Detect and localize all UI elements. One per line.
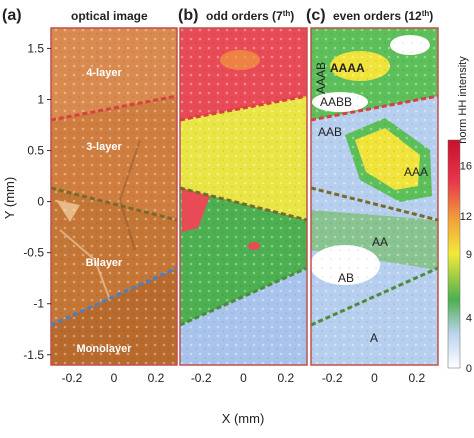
x-tick-label: 0 [111,371,118,385]
panel-b-letter: (b) [178,7,198,24]
panel-c-frame [310,27,439,366]
x-tick-label: 0 [240,371,247,385]
colorbar-tick-label: 0 [466,363,472,375]
layer-label-2: Bilayer [86,257,123,269]
stack-label-aaab: AAAB [314,62,328,94]
odd-yellow-patch [220,50,260,70]
colorbar-tick-label: 9 [466,249,472,261]
panel-a-title: optical image [71,9,148,23]
stack-label-aab: AAB [318,125,342,139]
stack-label-aabb: AABB [320,95,352,109]
x-tick-label: -0.2 [191,371,212,385]
boundary-4-3-b [179,94,308,122]
odd-hotspot-2 [248,242,260,250]
panel-b-title-sup: th [283,9,291,18]
colorbar-label: norm HH intensity [457,56,469,144]
panel-b [180,28,307,365]
y-tick-label: 0 [37,195,44,209]
colorbar-ticks: 16 12 9 4 0 [460,160,472,375]
panel-c-title: even orders (12th) [333,9,433,24]
panel-c-title-sup: th [422,9,430,18]
x-tick-label: 0.2 [408,371,425,385]
stack-label-ab: AB [338,271,354,285]
panel-b-title: odd orders (7th) [206,9,294,24]
boundary-3-2-b [179,186,308,222]
boundaries [50,94,439,327]
panel-b-frame [179,27,308,366]
stack-label-a: A [370,331,378,345]
layer-label-1: Monolayer [76,343,132,355]
panel-a-letter: (a) [2,7,22,24]
y-ticks: 1.5 1 0.5 0 -0.5 -1 -1.5 [23,41,51,362]
colorbar-tick-label: 16 [460,160,472,172]
panel-c [311,28,438,365]
crack-2 [118,139,141,251]
flake-bright [56,200,80,222]
even-texture [311,28,438,365]
panel-a [51,28,177,365]
stack-label-aaaa: AAAA [330,61,365,75]
y-tick-label: 1.5 [27,41,44,55]
y-tick-label: -0.5 [23,246,44,260]
panel-c-letter: (c) [306,7,326,24]
x-tick-label: 0 [371,371,378,385]
boundary-4-3-c [310,94,439,122]
boundary-2-1-a [50,266,178,327]
boundary-3-2-c [310,186,439,222]
x-tick-label: 0.2 [148,371,165,385]
stack-label-aaa: AAA [404,165,428,179]
colorbar [447,139,461,369]
colorbar-tick-label: 12 [460,211,472,223]
x-tick-label: 0.2 [277,371,294,385]
x-axis-label: X (mm) [222,411,265,426]
stacking-labels: AAAB AAAA AABB AAB AAA AA AB A [314,61,428,345]
panel-b-title-main: odd orders (7 [206,9,283,23]
boundary-2-1-b [179,266,308,327]
y-tick-label: 1 [37,92,44,106]
layer-label-4: 4-layer [86,67,122,79]
y-tick-label: -1 [33,297,44,311]
x-tick-label: -0.2 [322,371,343,385]
panel-b-title-end: ) [290,9,294,23]
crack-1 [59,229,111,301]
x-tick-label: -0.2 [62,371,83,385]
odd-hotspot-1 [182,188,210,232]
stack-label-aa: AA [372,235,388,249]
panel-c-title-main: even orders (12 [333,9,422,23]
boundary-3-2-a [50,186,178,222]
boundary-2-1-c [310,266,439,327]
layer-label-3: 3-layer [86,141,122,153]
layer-labels: 4-layer 3-layer Bilayer Monolayer [76,67,132,355]
colorbar-tick-label: 4 [466,312,472,324]
y-tick-label: -1.5 [23,348,44,362]
x-ticks: -0.2 0 0.2 -0.2 0 0.2 -0.2 0 0.2 [62,371,426,385]
optical-texture [51,28,177,365]
panel-c-title-end: ) [429,9,433,23]
panel-a-frame [50,27,178,366]
y-axis-label: Y (mm) [2,177,17,219]
y-tick-label: 0.5 [27,144,44,158]
boundary-4-3-a [50,94,178,122]
